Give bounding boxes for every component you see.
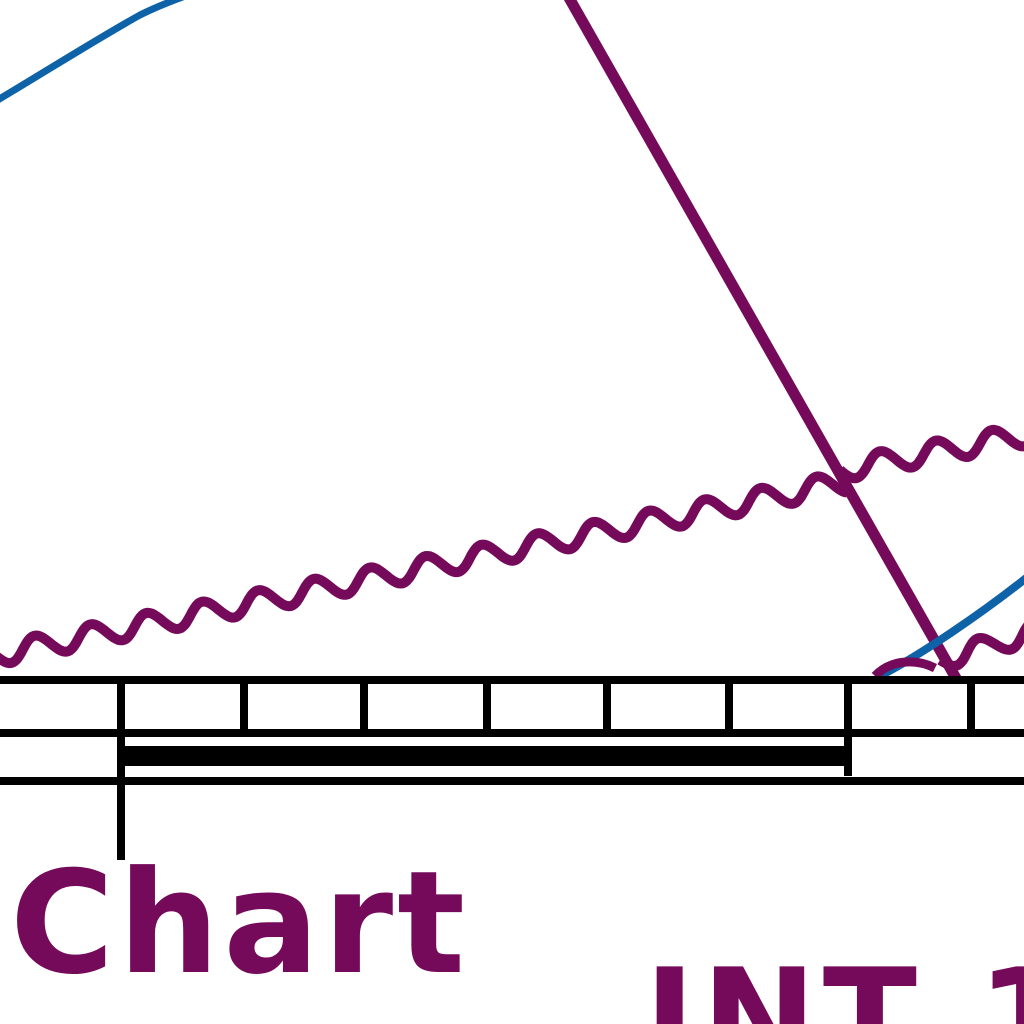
blue-contour-line-top [0,0,185,103]
chart-title-word: Chart [10,841,470,1006]
magenta-wavy-line-lower-right [937,622,1024,671]
magenta-wavy-line-left [0,471,849,669]
magenta-wavy-line-right [836,424,1024,484]
magenta-diagonal-line [563,0,962,683]
int-code-label: INT 1 [644,939,1024,1024]
magenta-arc [871,657,938,680]
scale-bar-ticks [117,680,975,733]
scale-bar-heavy-segment [118,746,851,766]
scale-bar [0,676,1024,860]
scale-bar-frame [0,676,1024,737]
